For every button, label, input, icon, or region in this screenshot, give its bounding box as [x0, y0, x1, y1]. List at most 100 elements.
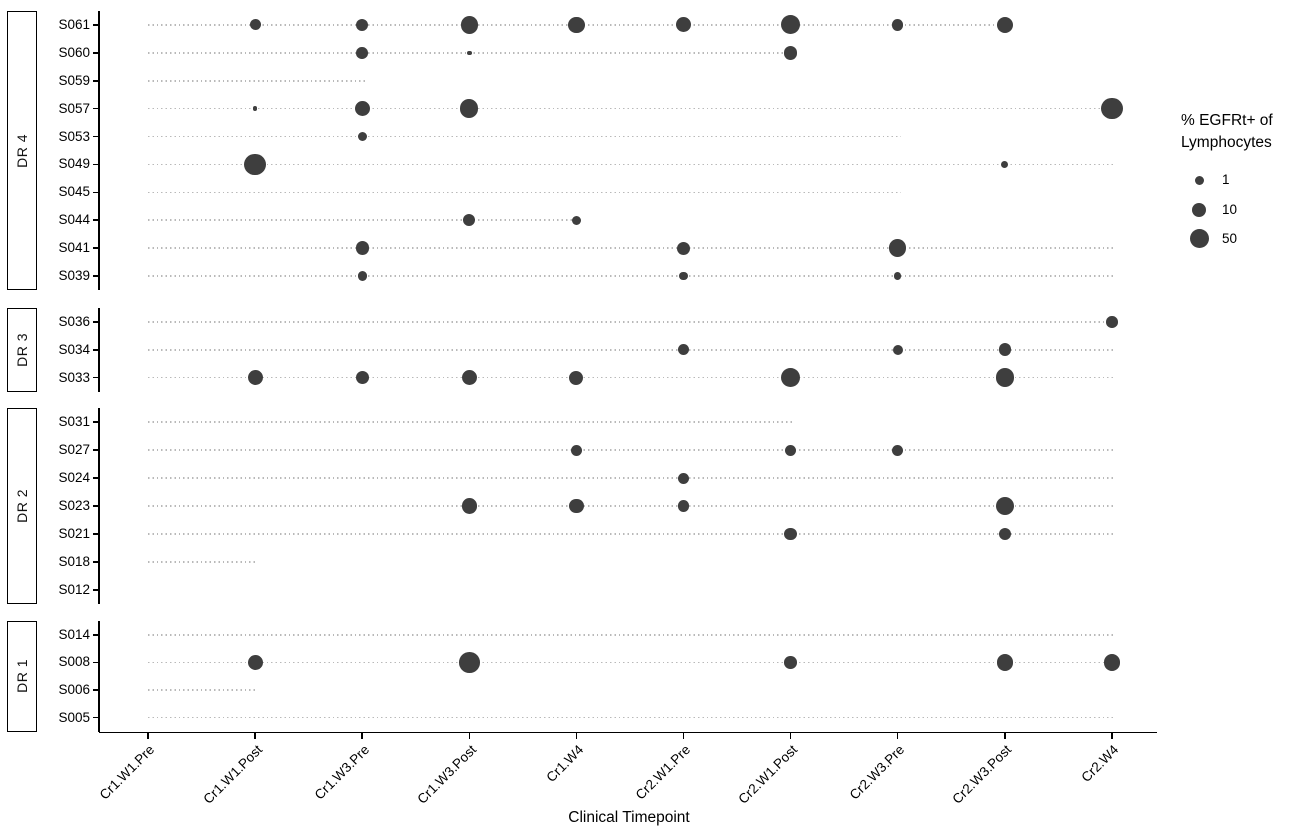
data-bubble: [460, 99, 479, 118]
data-bubble: [569, 370, 584, 385]
follow-up-dotted-line: [148, 275, 1115, 277]
data-bubble: [463, 214, 476, 227]
x-tick-label: Cr2.W3.Post: [949, 742, 1015, 807]
data-bubble: [1103, 654, 1121, 671]
y-tick: [93, 52, 100, 54]
data-bubble: [998, 527, 1012, 541]
x-tick-label: Cr1.W3.Pre: [311, 742, 372, 803]
legend-size-label: 1: [1222, 172, 1230, 187]
data-bubble: [244, 153, 266, 176]
follow-up-dotted-line: [148, 135, 901, 138]
follow-up-dotted-line: [148, 219, 580, 222]
data-bubble: [996, 654, 1014, 671]
y-tick-label: S005: [58, 709, 90, 725]
follow-up-dotted-line: [148, 634, 1115, 636]
facet-strip: DR 2: [7, 408, 37, 604]
y-axis-segment: [98, 11, 100, 290]
y-tick-label: S061: [58, 16, 90, 32]
facet-strip: DR 3: [7, 308, 37, 392]
follow-up-dotted-line: [148, 191, 901, 194]
data-bubble: [679, 271, 688, 281]
y-tick: [93, 477, 100, 479]
x-tick-label: Cr2.W3.Pre: [846, 742, 908, 803]
follow-up-dotted-line: [148, 163, 1115, 166]
y-tick-label: S008: [58, 654, 90, 670]
x-tick-label: Cr2.W1.Pre: [632, 742, 694, 803]
follow-up-dotted-line: [148, 449, 1115, 451]
y-tick: [93, 561, 100, 563]
data-bubble: [894, 272, 902, 280]
data-bubble: [995, 496, 1015, 516]
follow-up-dotted-line: [148, 421, 794, 423]
data-bubble: [461, 369, 478, 386]
y-tick: [93, 24, 100, 26]
data-bubble: [783, 46, 798, 60]
y-tick-label: S031: [58, 414, 90, 429]
data-bubble: [569, 498, 584, 514]
y-tick-label: S059: [58, 72, 90, 88]
data-bubble: [678, 344, 689, 356]
legend-size-label: 50: [1222, 230, 1238, 246]
y-tick: [93, 505, 100, 507]
follow-up-dotted-line: [148, 107, 1115, 110]
data-bubble: [568, 16, 585, 34]
data-bubble: [996, 16, 1013, 34]
follow-up-dotted-line: [148, 689, 259, 691]
data-bubble: [781, 368, 801, 388]
data-bubble: [678, 472, 689, 484]
x-tick-label: Cr1.W4: [543, 742, 587, 785]
y-tick: [93, 191, 100, 194]
facet-strip: DR 4: [7, 11, 37, 290]
x-tick: [896, 733, 899, 739]
data-bubble: [676, 17, 691, 33]
data-bubble: [252, 106, 258, 111]
legend-size-bubble: [1189, 229, 1209, 248]
y-tick-label: S036: [58, 313, 90, 329]
y-tick-label: S049: [58, 156, 90, 172]
legend-title-line1: % EGFRt+ of: [1181, 112, 1273, 129]
data-bubble: [460, 16, 478, 34]
y-tick-label: S045: [58, 184, 90, 200]
data-bubble: [998, 343, 1012, 357]
y-tick-label: S060: [58, 44, 90, 60]
legend-title-line2: Lymphocytes: [1181, 134, 1272, 151]
y-tick: [93, 376, 100, 379]
x-tick-label: Cr2.W4: [1078, 742, 1122, 785]
x-tick: [789, 733, 792, 739]
x-tick-label: Cr2.W1.Post: [735, 742, 801, 807]
x-tick: [682, 733, 685, 739]
y-tick-label: S039: [58, 268, 90, 284]
follow-up-dotted-line: [148, 477, 1115, 479]
y-tick: [93, 716, 100, 719]
data-bubble: [571, 215, 581, 225]
data-bubble: [357, 271, 367, 281]
data-bubble: [784, 656, 797, 669]
data-bubble: [355, 370, 369, 385]
follow-up-dotted-line: [148, 561, 259, 563]
data-bubble: [357, 131, 367, 142]
y-tick-label: S034: [58, 341, 90, 357]
data-bubble: [677, 500, 690, 512]
y-tick: [93, 421, 100, 423]
data-bubble: [356, 47, 368, 59]
y-tick: [93, 275, 100, 277]
y-tick-label: S053: [58, 128, 90, 144]
data-bubble: [785, 444, 797, 456]
x-tick-label: Cr1.W3.Post: [414, 742, 479, 807]
y-tick-label: S033: [58, 369, 90, 385]
data-bubble: [888, 239, 907, 257]
y-tick: [93, 449, 100, 451]
follow-up-dotted-line: [148, 716, 1115, 719]
data-bubble: [247, 654, 263, 670]
y-tick-label: S021: [58, 526, 90, 541]
y-tick: [93, 348, 100, 351]
y-tick-label: S023: [58, 498, 90, 513]
x-tick: [1004, 733, 1006, 739]
data-bubble: [570, 444, 582, 456]
follow-up-dotted-line: [148, 79, 366, 82]
data-bubble: [355, 241, 369, 255]
y-tick-label: S006: [58, 682, 90, 698]
data-bubble: [892, 344, 903, 355]
y-tick: [93, 163, 100, 166]
